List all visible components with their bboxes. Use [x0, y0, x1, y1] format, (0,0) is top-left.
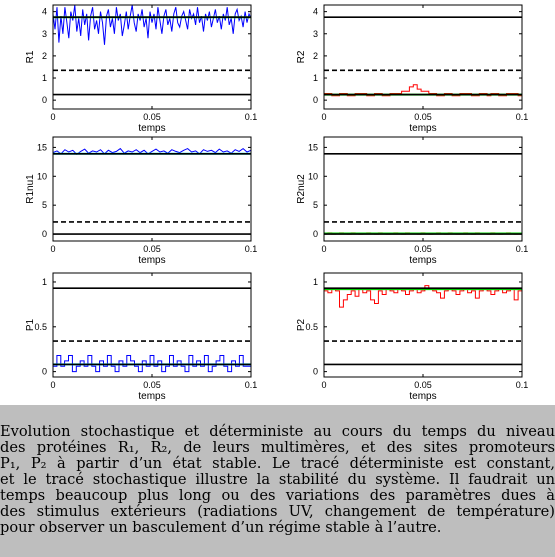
panel-r2-xtick-label: 0.05	[414, 112, 432, 122]
panel-p2-plot-area	[324, 273, 522, 377]
caption-line: Evolution stochastique et déterministe a…	[0, 423, 555, 440]
panel-p1-ylabel: P1	[25, 318, 36, 331]
panel-p2-xtick-label: 0.1	[516, 380, 529, 390]
panel-r2-ylabel: R2	[296, 50, 307, 63]
panel-r2nu2-ytick-label: 5	[313, 200, 318, 210]
panel-r2-series-stochastique	[324, 84, 522, 97]
panel-p2-series-stochastique	[324, 285, 522, 308]
panel-p2-ylabel: P2	[296, 318, 307, 331]
panel-r2nu2-ytick-label: 15	[308, 142, 318, 152]
figure-svg: 0 0.05 0.1 0 1 2 3 4 temps R1 0 0.05 0.1 0 1 2 3 4 temps R2…	[0, 0, 555, 405]
panel-r1-ytick-label: 0	[42, 95, 47, 105]
panel-r1nu1-ytick-label: 15	[37, 142, 47, 152]
panel-r1-xtick-label: 0.05	[143, 112, 161, 122]
panel-r2nu2-xtick-label: 0.1	[516, 244, 529, 254]
panel-p1-xlabel: temps	[138, 391, 165, 402]
panel-r2-xlabel: temps	[409, 123, 436, 134]
panel-r1nu1-ytick-label: 5	[42, 200, 47, 210]
figure-panel-grid: 0 0.05 0.1 0 1 2 3 4 temps R1 0 0.05 0.1 0 1 2 3 4 temps R2…	[0, 0, 555, 405]
panel-r1nu1-ylabel: R1nu1	[25, 174, 36, 204]
panel-p1-plot-area	[53, 273, 251, 377]
figure-caption: Evolution stochastique et déterministe a…	[0, 424, 555, 536]
panel-r1nu1-xlabel: temps	[138, 255, 165, 266]
panel-r1nu1-series-stochastique	[52, 147, 252, 155]
panel-r2nu2-plot-area	[324, 137, 522, 241]
panel-r2-xtick-label: 0	[321, 112, 326, 122]
caption-line: P₁, P₂ à partir d’un état stable. Le tra…	[0, 455, 555, 472]
panel-r1-ylabel: R1	[25, 50, 36, 63]
panel-p1-xtick-label: 0.1	[245, 380, 258, 390]
panel-r1nu1-xtick-label: 0.1	[245, 244, 258, 254]
panel-p2-ytick-label: 0	[313, 367, 318, 377]
panel-r2nu2-xtick-label: 0	[321, 244, 326, 254]
panel-r2-ytick-label: 3	[313, 29, 318, 39]
panel-r1-ytick-label: 1	[42, 73, 47, 83]
panel-r1-xtick-label: 0	[50, 112, 55, 122]
panel-r1-xlabel: temps	[138, 123, 165, 134]
panel-r2nu2-ytick-label: 0	[313, 229, 318, 239]
panel-r1nu1-ytick-label: 0	[42, 229, 47, 239]
panel-r1-ytick-label: 4	[42, 7, 47, 17]
panel-r2nu2-ytick-label: 10	[308, 171, 318, 181]
caption-line: et le tracé stochastique illustre la sta…	[0, 471, 555, 488]
caption-line: des protéines R₁, R₂, de leurs multimère…	[0, 439, 555, 456]
panel-r1-ytick-label: 3	[42, 29, 47, 39]
caption-line: pour observer un basculement d’un régime…	[0, 519, 442, 536]
panel-r2nu2-xlabel: temps	[409, 255, 436, 266]
caption-line: des stimulus extérieurs (radiations UV, …	[0, 503, 555, 520]
panel-r2-ytick-label: 4	[313, 7, 318, 17]
panel-r1-xtick-label: 0.1	[245, 112, 258, 122]
panel-p2-ytick-label: 0.5	[305, 322, 318, 332]
panel-r1nu1-xtick-label: 0	[50, 244, 55, 254]
panel-r1nu1-ytick-label: 10	[37, 171, 47, 181]
panel-r2-ytick-label: 0	[313, 95, 318, 105]
panel-p2-xlabel: temps	[409, 391, 436, 402]
panel-p1-ytick-label: 0.5	[34, 322, 47, 332]
panel-r2nu2-ylabel: R2nu2	[296, 174, 307, 204]
panel-p1-xtick-label: 0	[50, 380, 55, 390]
panel-r1nu1-plot-area	[53, 137, 251, 241]
panel-r2nu2-xtick-label: 0.05	[414, 244, 432, 254]
panel-p1-ytick-label: 0	[42, 367, 47, 377]
caption-line: temps beaucoup plus long ou des variatio…	[0, 487, 555, 504]
panel-r2-ytick-label: 2	[313, 51, 318, 61]
panel-p2-ytick-label: 1	[313, 277, 318, 287]
panel-r2-xtick-label: 0.1	[516, 112, 529, 122]
panel-r1nu1-xtick-label: 0.05	[143, 244, 161, 254]
panel-p2-xtick-label: 0.05	[414, 380, 432, 390]
panel-p1-xtick-label: 0.05	[143, 380, 161, 390]
panel-p2-xtick-label: 0	[321, 380, 326, 390]
panel-r1-ytick-label: 2	[42, 51, 47, 61]
panel-p1-ytick-label: 1	[42, 277, 47, 287]
panel-r2-ytick-label: 1	[313, 73, 318, 83]
